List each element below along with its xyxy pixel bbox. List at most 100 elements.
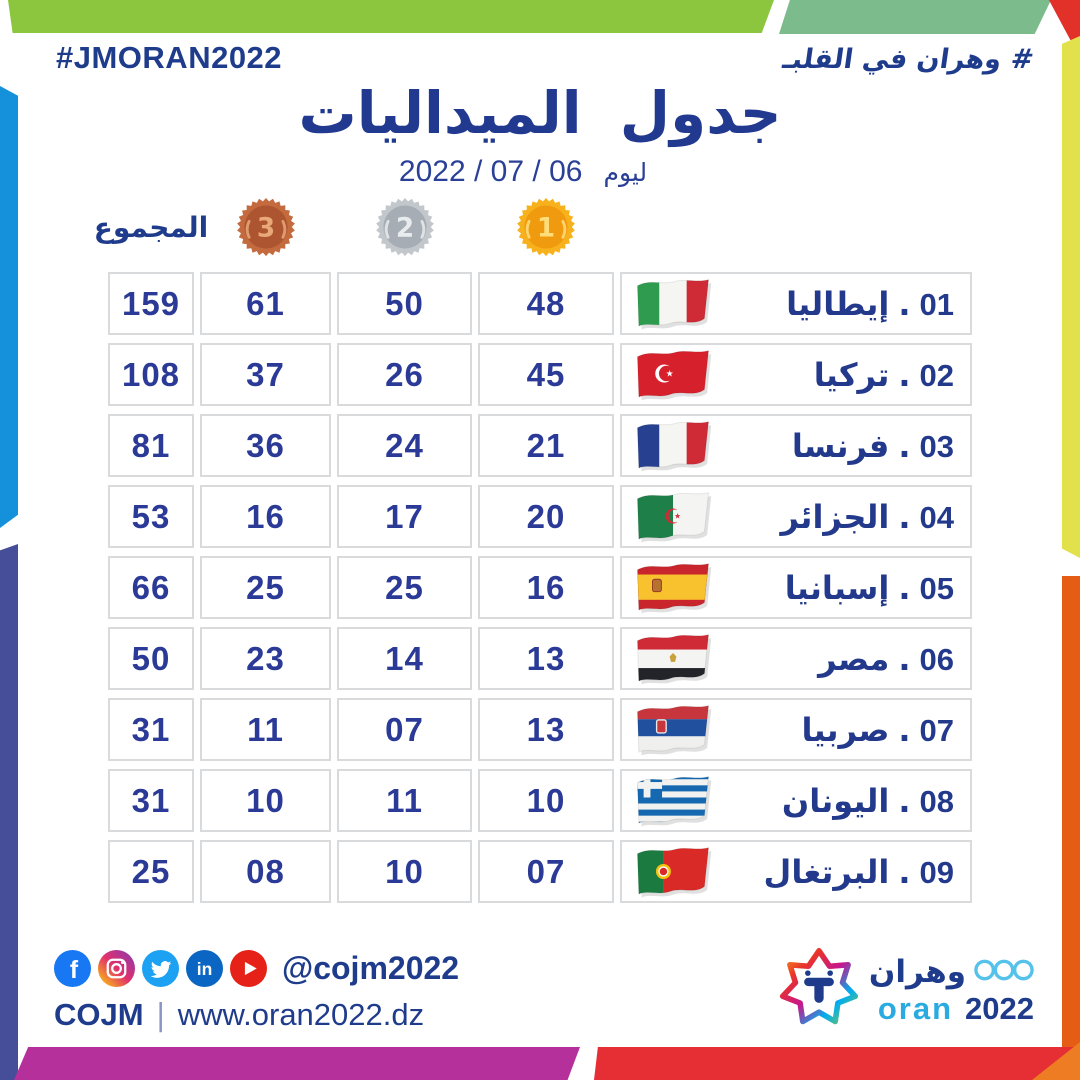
gold-count: 48 (526, 284, 566, 322)
date-value: 06 / 07 / 2022 (398, 155, 583, 188)
twitter-icon[interactable] (142, 950, 179, 987)
gold-cell: 13 (478, 627, 614, 690)
svg-text:3: 3 (256, 213, 274, 243)
silver-cell: 17 (337, 485, 472, 548)
youtube-icon[interactable] (230, 950, 267, 987)
table-row: 01. إيطاليا 48 50 61 159 (108, 272, 972, 335)
facebook-icon[interactable]: f (54, 950, 91, 987)
silver-count: 25 (385, 568, 424, 606)
logo-arabic: وهران (868, 953, 966, 990)
silver-count: 24 (385, 426, 424, 464)
total-count: 50 (131, 639, 171, 677)
gold-count: 13 (526, 639, 566, 677)
bronze-count: 23 (246, 639, 285, 677)
country-rank: 01 (919, 286, 954, 322)
linkedin-icon[interactable]: in (186, 950, 223, 987)
gold-count: 20 (526, 497, 566, 535)
rank-separator: . (898, 852, 911, 891)
table-row: 09. البرتغال 07 10 08 25 (108, 840, 972, 903)
country-cell: 02. تركيا ☪ (620, 343, 972, 406)
bronze-cell: 61 (200, 272, 331, 335)
total-count: 108 (121, 355, 181, 393)
bronze-cell: 36 (200, 414, 331, 477)
total-cell: 53 (108, 485, 194, 548)
silver-cell: 26 (337, 343, 472, 406)
rank-separator: . (898, 284, 911, 323)
flag-portugal-icon (632, 844, 714, 899)
total-cell: 31 (108, 698, 194, 761)
flag-serbia-icon (632, 702, 714, 757)
country-cell: 05. إسبانيا (620, 556, 972, 619)
gold-cell: 45 (478, 343, 614, 406)
table-row: 07. صربيا 13 07 11 31 (108, 698, 972, 761)
silver-cell: 11 (337, 769, 472, 832)
country-cell: 06. مصر (620, 627, 972, 690)
gold-count: 07 (526, 852, 566, 890)
instagram-icon[interactable] (98, 950, 135, 987)
website-link[interactable]: www.oran2022.dz (177, 997, 425, 1032)
silver-cell: 10 (337, 840, 472, 903)
flag-spain-icon (632, 560, 714, 615)
country-cell: 04. الجزائر ☪ (620, 485, 972, 548)
flag-italy-icon (632, 276, 714, 331)
hashtag-oran-in-heart: # وهران في القلبـ (781, 44, 1037, 75)
total-cell: 108 (108, 343, 194, 406)
country-rank: 09 (919, 854, 954, 890)
gold-cell: 07 (478, 840, 614, 903)
social-row: f in @cojm2022 (54, 950, 459, 987)
silver-cell: 24 (337, 414, 472, 477)
silver-count: 07 (385, 710, 424, 748)
table-row: 06. مصر 13 14 23 50 (108, 627, 972, 690)
total-count: 81 (131, 426, 171, 464)
oran-2022-logo: وهران oran 2022 (779, 946, 1034, 1034)
flag-egypt-icon (632, 631, 714, 686)
country-cell: 09. البرتغال (620, 840, 972, 903)
country-rank: 02 (919, 357, 954, 393)
total-cell: 50 (108, 627, 194, 690)
frame-left-purple (0, 544, 18, 1080)
gold-count: 21 (526, 426, 566, 464)
silver-count: 14 (385, 639, 424, 677)
silver-count: 11 (386, 781, 423, 819)
total-cell: 25 (108, 840, 194, 903)
logo-latin: oran (877, 990, 954, 1026)
country-rank: 04 (919, 499, 954, 535)
bronze-cell: 08 (200, 840, 331, 903)
hashtag-jmoran: #JMORAN2022 (56, 40, 283, 75)
country-rank: 03 (919, 428, 954, 464)
gold-cell: 13 (478, 698, 614, 761)
silver-count: 10 (385, 852, 424, 890)
gold-cell: 20 (478, 485, 614, 548)
gold-cell: 10 (478, 769, 614, 832)
country-name: اليونان (781, 781, 890, 820)
flag-algeria-icon: ☪ (632, 489, 714, 544)
frame-bottom-red (594, 1047, 1080, 1080)
country-name: البرتغال (763, 852, 890, 891)
bronze-cell: 11 (200, 698, 331, 761)
frame-top-green-left (8, 0, 774, 33)
frame-top-green-right (779, 0, 1051, 34)
country-name: فرنسا (791, 426, 890, 465)
rank-separator: . (898, 710, 911, 749)
social-handle[interactable]: @cojm2022 (282, 950, 460, 986)
bronze-count: 11 (247, 710, 284, 748)
mascot-star-icon (779, 946, 859, 1034)
rank-separator: . (898, 426, 911, 465)
rings-icon (974, 958, 1034, 986)
medal-legend-row: 1 2 3 المجموع (94, 192, 972, 262)
logo-year: 2022 (965, 990, 1034, 1026)
silver-cell: 25 (337, 556, 472, 619)
frame-left-blue (0, 86, 18, 528)
total-count: 31 (131, 781, 171, 819)
table-row: 08. اليونان 10 11 10 31 (108, 769, 972, 832)
country-name: مصر (818, 639, 890, 678)
gold-count: 45 (526, 355, 566, 393)
bronze-cell: 25 (200, 556, 331, 619)
silver-medal-icon: 2 (337, 197, 472, 257)
bronze-count: 16 (246, 497, 285, 535)
gold-count: 16 (526, 568, 566, 606)
bronze-count: 10 (246, 781, 285, 819)
country-cell: 03. فرنسا (620, 414, 972, 477)
flag-turkey-icon: ☪ (632, 347, 714, 402)
gold-medal-icon: 1 (478, 197, 614, 257)
